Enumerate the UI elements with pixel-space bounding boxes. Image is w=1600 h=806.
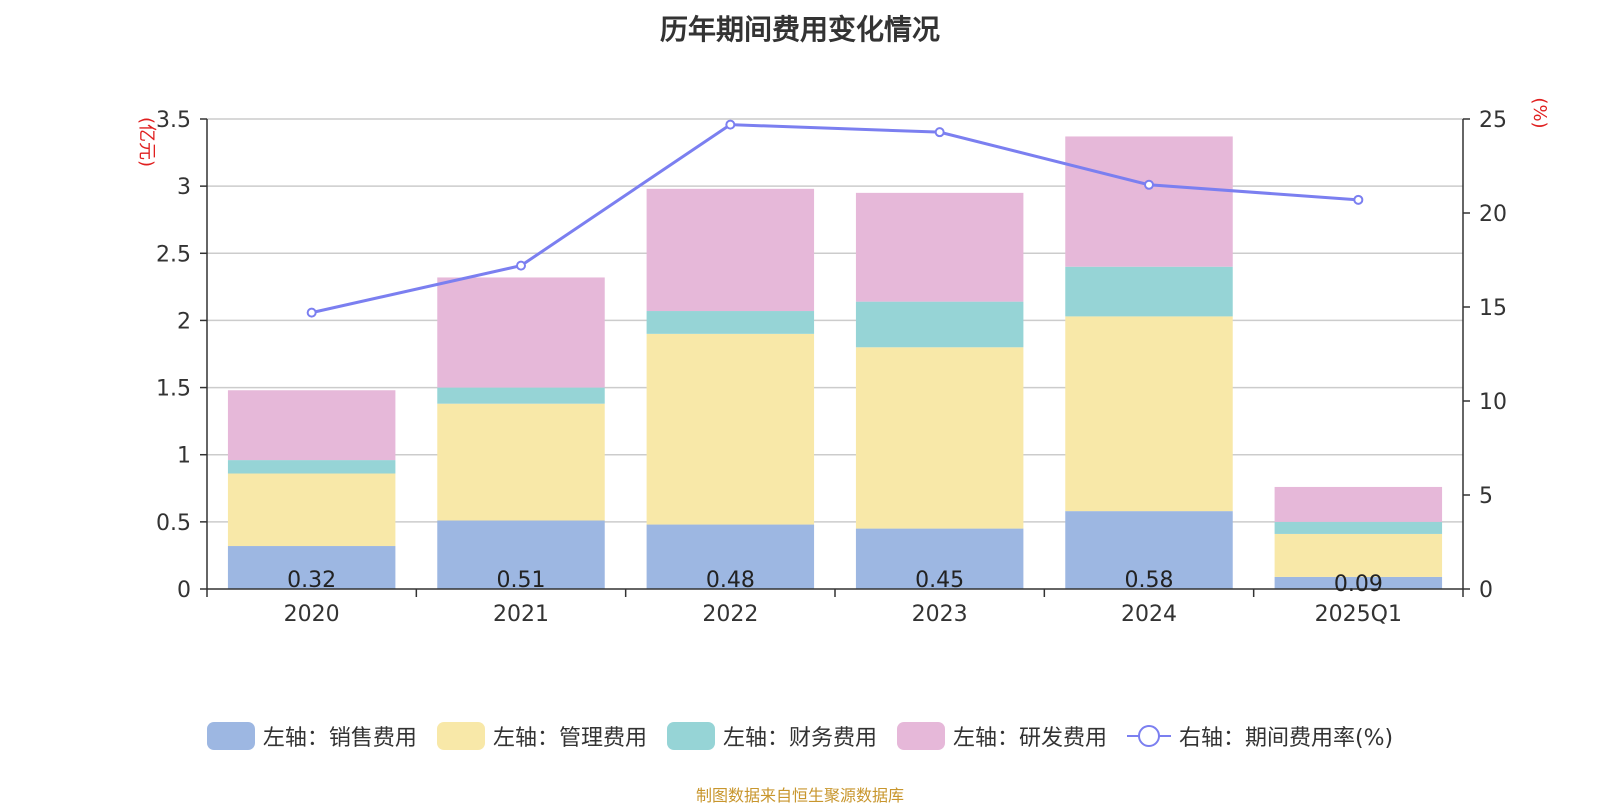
legend-item-rnd[interactable]: 左轴：研发费用: [896, 720, 1107, 752]
bar-segment-admin: [646, 333, 815, 525]
expense-ratio-point: [516, 260, 526, 271]
expense-ratio-point: [1144, 179, 1154, 190]
y-tick-label: 2.5: [156, 242, 191, 267]
y-tick-label: 0.5: [156, 511, 191, 536]
bar-segment-sales: [227, 546, 396, 589]
expense-ratio-line: [311, 123, 1359, 315]
legend-swatch-finance: [666, 722, 715, 750]
expense-ratio-point: [1353, 194, 1364, 205]
bar-segment-finance: [437, 387, 605, 404]
legend-item-expense-ratio[interactable]: 右轴：期间费用率(%): [1126, 720, 1394, 752]
x-tick-label: 2024: [1121, 602, 1177, 627]
y-tick-label: 1: [177, 444, 191, 469]
bar-segment-sales: [646, 524, 815, 589]
legend-swatch-sales: [206, 722, 255, 750]
legend-label-finance: 左轴：财务费用: [722, 726, 877, 751]
y2-tick-label: 0: [1479, 578, 1493, 603]
legend-item-admin[interactable]: 左轴：管理费用: [436, 720, 647, 752]
bar-segment-rnd: [1274, 486, 1443, 522]
bar-segment-finance: [855, 301, 1024, 348]
data-label: 0.32: [287, 568, 336, 593]
bar-segment-admin: [1274, 533, 1443, 577]
x-tick-label: 2020: [284, 602, 340, 627]
bar-segment-rnd: [646, 188, 815, 312]
data-label: 0.45: [915, 568, 964, 593]
legend-swatch-rnd: [896, 722, 945, 750]
bar-segment-rnd: [437, 277, 605, 388]
bar-segment-sales: [1274, 576, 1443, 589]
y2-tick-label: 20: [1479, 202, 1507, 227]
y-tick-label: 3.5: [156, 108, 191, 133]
y2-tick-label: 15: [1479, 296, 1507, 321]
legend-label-expense-ratio: 右轴：期间费用率(%): [1178, 726, 1394, 751]
legend-item-finance[interactable]: 左轴：财务费用: [666, 720, 877, 752]
expense-ratio-point: [934, 127, 945, 138]
chart-title: 历年期间费用变化情况: [659, 13, 940, 46]
bar-segment-rnd: [227, 390, 396, 461]
bar-segment-finance: [646, 311, 815, 334]
y-axis-unit-label: (亿元): [136, 117, 157, 167]
chart-legend: 左轴：销售费用 左轴：管理费用 左轴：财务费用 左轴：研发费用 右轴：期间费用率…: [0, 720, 1600, 752]
bar-segment-admin: [437, 403, 605, 521]
y-tick-label: 3: [177, 175, 191, 200]
data-label: 0.51: [497, 568, 546, 593]
x-tick-label: 2023: [912, 602, 968, 627]
bar-segment-rnd: [855, 192, 1024, 302]
bar-segment-admin: [1065, 316, 1233, 512]
bar-segment-finance: [1274, 521, 1443, 534]
bar-segment-finance: [227, 460, 396, 474]
bar-segment-admin: [855, 347, 1024, 529]
y2-tick-label: 5: [1479, 484, 1493, 509]
legend-label-sales: 左轴：销售费用: [262, 726, 417, 751]
legend-swatch-admin: [436, 722, 485, 750]
data-source-note: 制图数据来自恒生聚源数据库: [695, 786, 904, 805]
expense-ratio-point: [725, 119, 736, 130]
y2-tick-label: 10: [1479, 390, 1507, 415]
bar-segment-finance: [1065, 266, 1233, 317]
bar-segment-sales: [855, 528, 1024, 589]
expense-ratio-point: [306, 307, 317, 318]
x-tick-label: 2025Q1: [1315, 602, 1402, 627]
data-label: 0.48: [706, 568, 755, 593]
y-tick-label: 2: [177, 309, 191, 334]
legend-item-sales[interactable]: 左轴：销售费用: [206, 720, 417, 752]
y2-tick-label: 25: [1479, 108, 1507, 133]
legend-label-rnd: 左轴：研发费用: [952, 726, 1107, 751]
data-label: 0.09: [1334, 572, 1383, 597]
y2-axis-unit-label: (%): [1529, 97, 1550, 128]
y-tick-label: 1.5: [156, 377, 191, 402]
data-label: 0.58: [1125, 568, 1174, 593]
legend-line-marker-icon: [1126, 725, 1171, 747]
bar-segment-admin: [227, 473, 396, 547]
bar-segment-sales: [1065, 511, 1233, 589]
x-tick-label: 2022: [702, 602, 758, 627]
y-tick-label: 0: [177, 578, 191, 603]
bar-segment-sales: [437, 520, 605, 589]
legend-label-admin: 左轴：管理费用: [492, 726, 647, 751]
x-tick-label: 2021: [493, 602, 549, 627]
bar-segment-rnd: [1065, 136, 1233, 267]
